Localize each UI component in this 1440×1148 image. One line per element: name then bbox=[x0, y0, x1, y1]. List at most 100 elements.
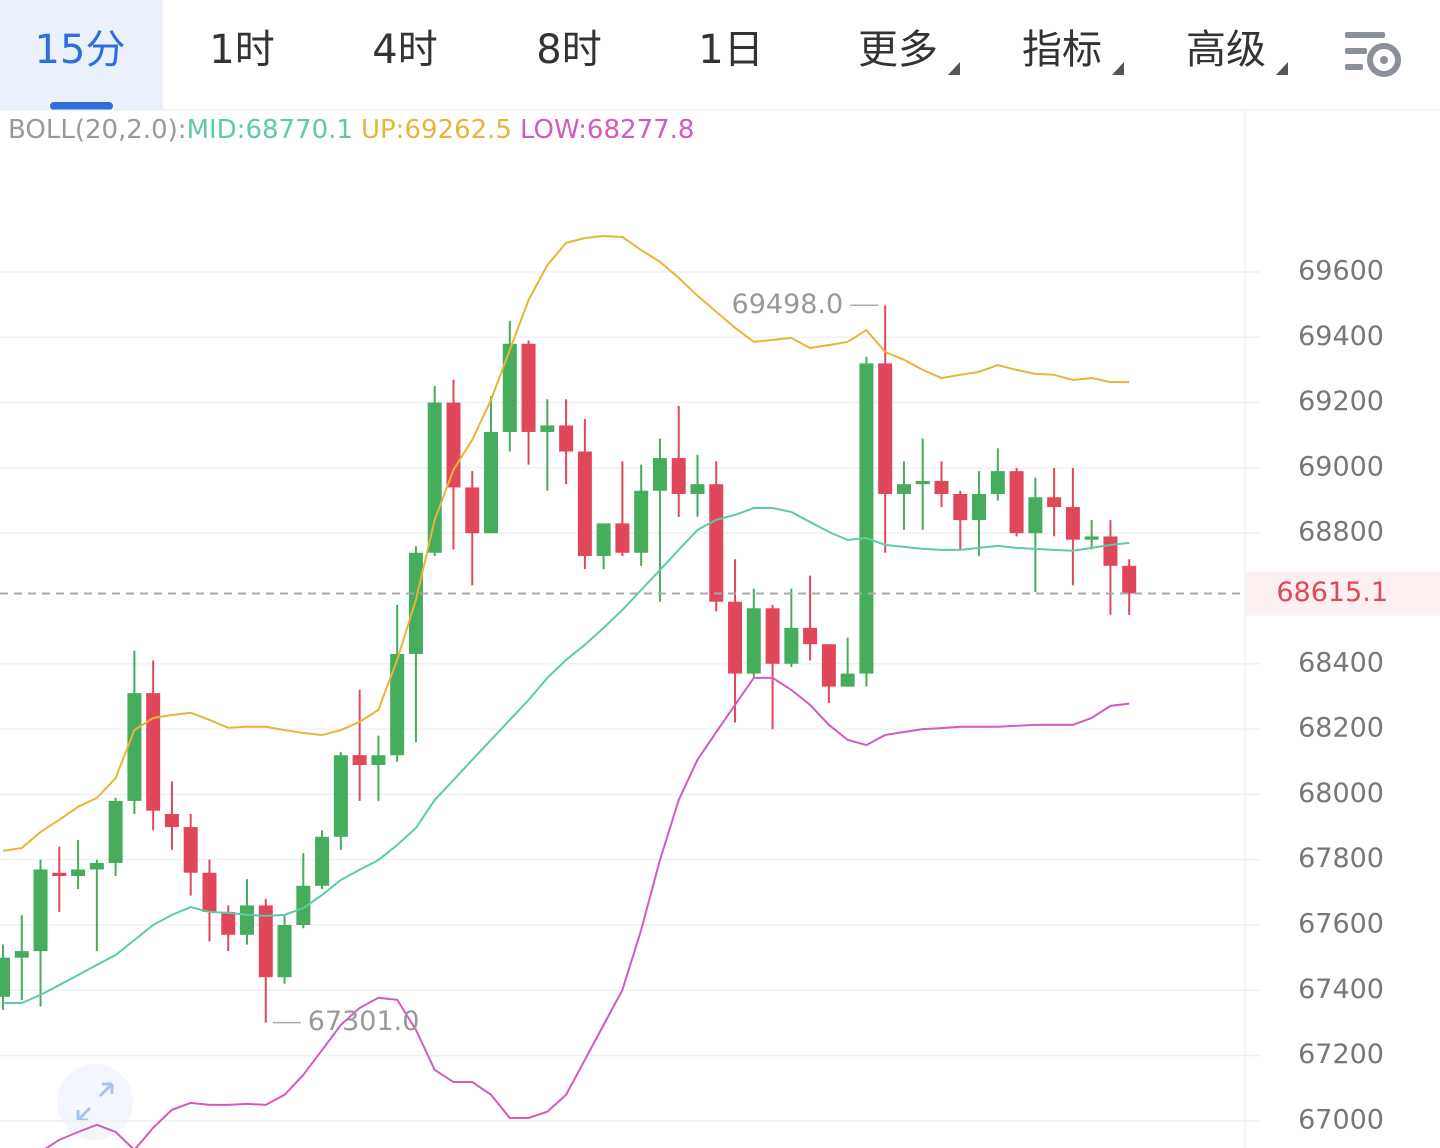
y-tick-label: 67600 bbox=[1298, 908, 1384, 939]
candle-body bbox=[446, 402, 461, 488]
candle-body bbox=[990, 471, 1005, 494]
candle-body bbox=[484, 431, 499, 534]
y-tick-label: 68800 bbox=[1298, 517, 1384, 548]
candle-body bbox=[89, 862, 104, 870]
boll-line bbox=[44, 676, 1130, 1148]
candle-body bbox=[1103, 536, 1118, 566]
candle-body bbox=[896, 484, 911, 494]
active-tab-bg bbox=[0, 0, 163, 110]
candle-body bbox=[821, 644, 836, 687]
candle-body bbox=[784, 627, 799, 664]
candle-body bbox=[934, 480, 949, 494]
candle-body bbox=[652, 458, 667, 491]
candle-body bbox=[615, 523, 630, 553]
candle-body bbox=[840, 673, 855, 687]
candle-body bbox=[390, 653, 405, 756]
candle-body bbox=[315, 836, 330, 886]
candle-body bbox=[540, 425, 555, 432]
candle-body bbox=[146, 693, 161, 811]
candle-body bbox=[427, 402, 442, 553]
candle-body bbox=[953, 493, 968, 521]
candle-body bbox=[14, 951, 29, 958]
candle-body bbox=[746, 608, 761, 674]
tab[interactable]: 4时 bbox=[372, 27, 437, 73]
y-tick-label: 68400 bbox=[1298, 647, 1384, 678]
candle-body bbox=[408, 552, 423, 654]
candle-body bbox=[1122, 565, 1137, 594]
tab[interactable]: 1日 bbox=[698, 27, 763, 73]
candle-body bbox=[164, 813, 179, 828]
candle-body bbox=[803, 627, 818, 645]
boll-line bbox=[2, 235, 1130, 852]
last-price-label: 68615.1 bbox=[1276, 577, 1388, 608]
y-tick-label: 67000 bbox=[1298, 1104, 1384, 1135]
candle-body bbox=[521, 343, 536, 432]
candle-body bbox=[915, 480, 930, 485]
candle-body bbox=[465, 487, 480, 534]
tab[interactable]: 8时 bbox=[536, 27, 601, 73]
tab[interactable]: 指标 bbox=[1022, 27, 1102, 73]
candle-body bbox=[577, 451, 592, 557]
y-tick-label: 67400 bbox=[1298, 974, 1384, 1005]
candle-body bbox=[71, 869, 86, 877]
plot bbox=[0, 235, 1137, 1148]
indicator-legend: BOLL(20,2.0):MID:68770.1 UP:69262.5 LOW:68… bbox=[8, 115, 694, 145]
candle-body bbox=[127, 693, 142, 801]
candle-body bbox=[596, 523, 611, 557]
candle-body bbox=[333, 755, 348, 837]
candle-body bbox=[1065, 507, 1080, 540]
tab[interactable]: 更多 bbox=[858, 27, 938, 73]
candle-body bbox=[502, 343, 517, 432]
candle-body bbox=[559, 425, 574, 452]
candle-body bbox=[859, 363, 874, 674]
dropdown-triangle bbox=[1112, 62, 1124, 75]
candle-body bbox=[728, 601, 743, 674]
tab[interactable]: 1时 bbox=[209, 27, 274, 73]
candle-body bbox=[108, 800, 123, 863]
candle-body bbox=[709, 484, 724, 602]
candle-body bbox=[1028, 497, 1043, 534]
candle-body bbox=[258, 905, 273, 978]
indicator-name: BOLL(20,2.0): bbox=[8, 115, 187, 145]
legend-entry: MID:68770.1 bbox=[187, 115, 353, 145]
candle-body bbox=[765, 608, 780, 664]
y-tick-label: 67800 bbox=[1298, 843, 1384, 874]
expand-button[interactable] bbox=[57, 1064, 133, 1140]
candle-body bbox=[878, 363, 893, 494]
y-tick-label: 69200 bbox=[1298, 386, 1384, 417]
tab[interactable]: 高级 bbox=[1186, 27, 1266, 73]
boll-line bbox=[3, 507, 1130, 1005]
y-tick-label: 69600 bbox=[1298, 255, 1384, 286]
last-price-bg bbox=[1246, 571, 1440, 616]
candle-body bbox=[371, 755, 386, 765]
y-tick-label: 69400 bbox=[1298, 321, 1384, 352]
candle-body bbox=[183, 827, 198, 873]
candle-body bbox=[352, 755, 367, 765]
candle-body bbox=[240, 905, 255, 935]
y-tick-label: 68000 bbox=[1298, 778, 1384, 809]
candle-body bbox=[972, 493, 987, 521]
candle-body bbox=[0, 957, 10, 997]
candle-body bbox=[1084, 536, 1099, 540]
candle-body bbox=[277, 924, 292, 978]
legend-entry: UP:69262.5 bbox=[361, 115, 512, 145]
candle-body bbox=[52, 872, 67, 877]
dropdown-triangle bbox=[1276, 62, 1288, 75]
tab[interactable]: 15分 bbox=[35, 27, 126, 73]
candle-body bbox=[1009, 471, 1024, 534]
candle-body bbox=[33, 869, 48, 952]
active-tab-underline bbox=[50, 102, 113, 110]
candle-body bbox=[1047, 497, 1062, 508]
candle-body bbox=[221, 911, 236, 935]
y-tick-label: 69000 bbox=[1298, 451, 1384, 482]
candle-body bbox=[296, 885, 311, 925]
settings-icon[interactable] bbox=[1345, 32, 1401, 77]
candle-body bbox=[634, 490, 649, 553]
candle-body bbox=[202, 872, 217, 912]
y-tick-label: 67200 bbox=[1298, 1039, 1384, 1070]
candle-body bbox=[690, 484, 705, 494]
candle-body bbox=[671, 458, 686, 494]
legend-entry: LOW:68277.8 bbox=[520, 115, 694, 145]
high-label: 69498.0 bbox=[732, 289, 844, 320]
